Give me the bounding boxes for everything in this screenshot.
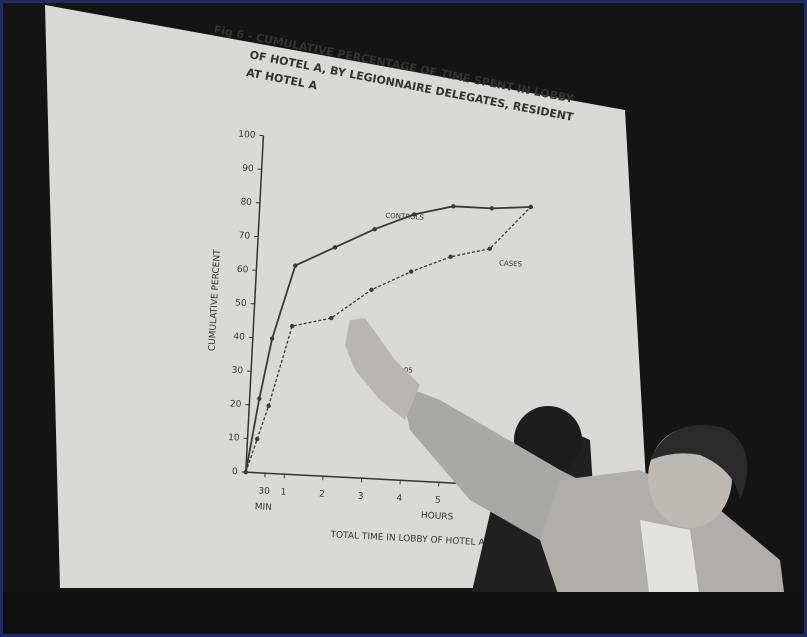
data-point <box>448 254 453 260</box>
x-unit-label: MIN <box>254 502 272 513</box>
data-point <box>369 287 374 292</box>
data-point <box>254 436 260 442</box>
y-tick-label: 100 <box>238 130 256 141</box>
x-unit-label: HOURS <box>421 511 454 523</box>
y-tick-label: 20 <box>230 399 242 410</box>
data-point <box>411 212 417 217</box>
data-point <box>372 226 377 232</box>
y-tick-label: 40 <box>233 332 245 343</box>
series-label: CONTROLS <box>385 212 425 222</box>
data-point <box>266 403 271 409</box>
x-tick-label: 4 <box>396 494 403 504</box>
data-point <box>489 206 495 211</box>
data-point <box>528 204 533 210</box>
data-point <box>257 396 262 401</box>
data-point <box>451 204 456 209</box>
x-tick-label: 5 <box>435 496 441 506</box>
series-line <box>244 205 531 473</box>
series-label: CASES <box>499 259 523 268</box>
series-line <box>245 206 532 473</box>
data-point <box>269 336 275 341</box>
y-tick-label: 80 <box>240 197 252 208</box>
y-tick-label: 0 <box>232 467 239 477</box>
x-tick-label: 1 <box>280 488 286 498</box>
data-point <box>332 245 338 250</box>
y-tick-label: 50 <box>235 298 247 309</box>
y-tick-label: 10 <box>228 433 240 444</box>
data-point <box>243 469 248 475</box>
data-point <box>329 315 334 321</box>
data-point <box>289 323 295 329</box>
y-tick-label: 30 <box>231 366 243 377</box>
y-tick-label: 60 <box>237 265 249 276</box>
y-tick-label: 90 <box>242 164 254 175</box>
y-tick-label: 70 <box>238 231 250 242</box>
presenter-shirt <box>640 520 700 600</box>
x-tick-label: 2 <box>319 490 325 500</box>
data-point <box>293 263 298 268</box>
x-tick-label: 30 <box>258 486 270 497</box>
floor <box>3 592 804 634</box>
presenter-hair <box>650 425 748 500</box>
x-tick-label: 3 <box>358 492 364 502</box>
data-point <box>408 269 414 274</box>
presenter-hand <box>345 318 420 420</box>
data-point <box>487 246 493 251</box>
presenter <box>3 318 804 634</box>
